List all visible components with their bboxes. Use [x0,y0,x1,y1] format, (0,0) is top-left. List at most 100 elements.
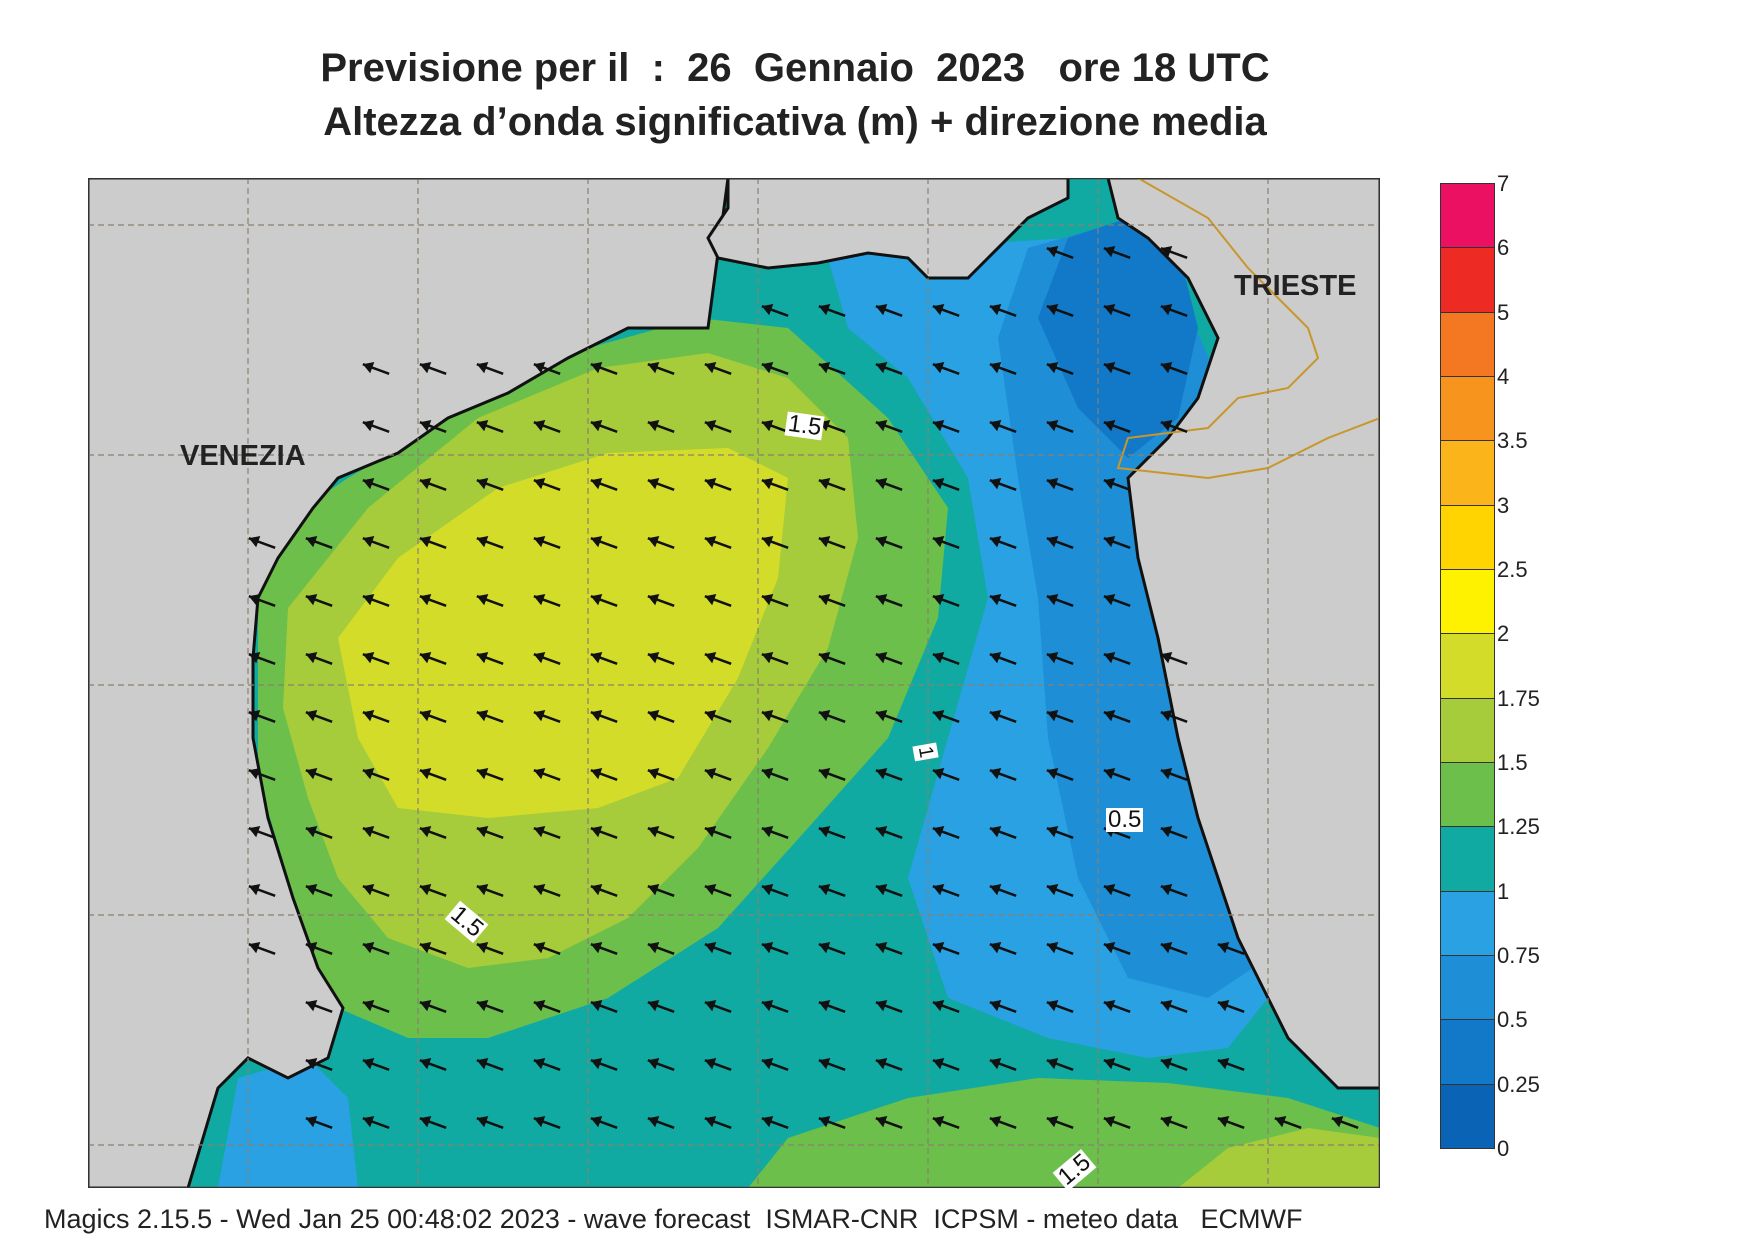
wave-direction-arrow [476,767,504,781]
wave-direction-arrow [932,883,960,897]
wave-direction-arrow [761,593,789,607]
wave-direction-arrow [419,419,447,433]
wave-direction-arrow [989,303,1017,317]
wave-direction-arrow [818,883,846,897]
wave-direction-arrow [704,941,732,955]
wave-direction-arrow [1103,361,1131,375]
land-east [1106,178,1380,1090]
legend-swatch [1440,183,1495,249]
wave-direction-arrow [875,361,903,375]
wave-direction-arrow [1046,1057,1074,1071]
wave-direction-arrow [875,1057,903,1071]
wave-direction-arrow [989,651,1017,665]
wave-direction-arrow [305,767,333,781]
wave-direction-arrow [818,477,846,491]
wave-direction-arrow [1103,593,1131,607]
wave-direction-arrow [419,883,447,897]
land-north [706,178,1070,280]
wave-direction-arrow [533,883,561,897]
wave-direction-arrow [1103,883,1131,897]
wave-direction-arrow [818,709,846,723]
wave-direction-arrow [1217,1057,1245,1071]
wave-direction-arrow [590,477,618,491]
legend-level-label: 7 [1497,171,1510,196]
wave-direction-arrow [533,941,561,955]
wave-direction-arrow [248,709,276,723]
wave-direction-arrow [1046,651,1074,665]
wave-direction-arrow [932,593,960,607]
legend-level-label: 0 [1497,1136,1510,1161]
wave-direction-arrow [932,477,960,491]
legend-swatch [1440,633,1495,699]
wave-direction-arrow [476,709,504,723]
legend-swatch [1440,1083,1495,1149]
wave-direction-arrow [305,1057,333,1071]
wave-direction-arrow [1160,1057,1188,1071]
legend-swatch [1440,376,1495,442]
wave-direction-arrow [476,999,504,1013]
wave-direction-arrow [989,361,1017,375]
wave-direction-arrow [704,651,732,665]
color-scale-legend [1440,183,1500,1149]
wave-direction-arrow [1103,419,1131,433]
wave-direction-arrow [647,477,675,491]
wave-direction-arrow [989,477,1017,491]
wave-direction-arrow [875,767,903,781]
wave-direction-arrow [362,999,390,1013]
wave-direction-arrow [362,419,390,433]
wave-direction-arrow [533,477,561,491]
wave-direction-arrow [932,419,960,433]
wave-direction-arrow [419,941,447,955]
wave-direction-arrow [533,709,561,723]
wave-direction-arrow [1160,651,1188,665]
wave-direction-arrow [704,767,732,781]
wave-direction-arrow [1103,535,1131,549]
wave-direction-arrow [1160,883,1188,897]
legend-swatch [1440,569,1495,635]
wave-direction-arrow [875,419,903,433]
wave-direction-arrow [761,419,789,433]
wave-direction-arrow [647,767,675,781]
legend-swatch [1440,826,1495,892]
wave-direction-arrow [533,825,561,839]
wave-direction-arrow [761,303,789,317]
wave-direction-arrow [875,883,903,897]
legend-level-label: 3 [1497,492,1510,518]
wave-direction-arrow [476,941,504,955]
map-subtitle: Altezza d’onda significativa (m) + direz… [323,100,1267,144]
map-canvas [88,178,1380,1188]
wave-direction-arrow [932,303,960,317]
wave-direction-arrow [932,999,960,1013]
wave-direction-arrow [362,535,390,549]
wave-direction-arrow [989,1057,1017,1071]
wave-direction-arrow [533,593,561,607]
wave-direction-arrow [875,303,903,317]
wave-direction-arrow [761,361,789,375]
wave-direction-arrow [647,361,675,375]
wave-direction-arrow [818,593,846,607]
wave-direction-arrow [533,535,561,549]
wave-direction-arrow [590,999,618,1013]
wave-direction-arrow [476,1057,504,1071]
legend-level-label: 0.5 [1497,1007,1528,1033]
wave-direction-arrow [704,593,732,607]
wave-direction-arrow [875,709,903,723]
wave-direction-arrow [704,477,732,491]
wave-direction-arrow [989,593,1017,607]
wave-direction-arrow [1046,593,1074,607]
legend-level-label: 0.25 [1497,1071,1540,1097]
wave-direction-arrow [818,535,846,549]
wave-direction-arrow [761,651,789,665]
contour-label: 1.5 [784,409,825,442]
wave-direction-arrow [647,709,675,723]
wave-direction-arrow [305,535,333,549]
wave-direction-arrow [1046,477,1074,491]
wave-direction-arrow [590,593,618,607]
wave-direction-arrow [989,767,1017,781]
wave-direction-arrow [875,1115,903,1129]
wave-direction-arrow [1046,245,1074,259]
wave-direction-arrow [305,593,333,607]
legend-swatch [1440,697,1495,763]
footer-credits: Magics 2.15.5 - Wed Jan 25 00:48:02 2023… [44,1204,1303,1234]
wave-direction-arrow [932,651,960,665]
